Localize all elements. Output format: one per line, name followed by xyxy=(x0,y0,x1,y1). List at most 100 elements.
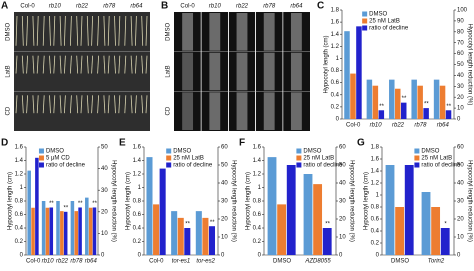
bar xyxy=(31,207,35,255)
legend-label: ratio of decline xyxy=(369,26,409,32)
seedling xyxy=(114,95,116,114)
y2-tick-label: 40 xyxy=(221,181,228,187)
y-tick-label: 1 xyxy=(258,185,262,191)
seedling xyxy=(141,55,144,74)
seedling xyxy=(145,15,148,46)
seedling xyxy=(145,55,148,74)
photo xyxy=(14,12,150,131)
legend-label: 25 nM LatB xyxy=(421,156,452,162)
bar xyxy=(159,168,166,255)
seedling xyxy=(103,55,106,74)
y-tick-label: 1.2 xyxy=(371,181,380,187)
panel-label: D xyxy=(1,138,8,149)
y2-tick-label: 50 xyxy=(339,163,346,169)
y-tick-label: 0.4 xyxy=(15,226,24,232)
bar xyxy=(35,157,39,255)
y2-tick-label: 50 xyxy=(101,145,108,151)
bar xyxy=(417,85,423,119)
column-label: rb78 xyxy=(263,4,276,10)
hypocotyl xyxy=(182,52,194,91)
bar xyxy=(439,85,446,119)
bar xyxy=(74,211,79,255)
bar xyxy=(303,174,313,255)
y2-axis-label: Hypocotyl length reduction (%) xyxy=(348,160,354,242)
seedling xyxy=(130,15,133,46)
x-tick-label: Col-0 xyxy=(26,259,41,265)
seedling xyxy=(135,15,137,46)
seedling xyxy=(124,15,127,46)
seedling xyxy=(42,15,45,46)
y-tick-label: 1.2 xyxy=(15,172,24,178)
y2-tick-label: 10 xyxy=(221,235,228,241)
bar xyxy=(60,211,64,255)
y-tick-label: 0.4 xyxy=(371,229,380,235)
hypocotyl xyxy=(182,92,194,130)
seedling xyxy=(97,95,99,114)
legend-swatch xyxy=(296,148,302,154)
y-tick-label: 0 xyxy=(376,253,380,259)
bar xyxy=(88,207,93,255)
panel-label: G xyxy=(357,138,365,149)
seedling xyxy=(36,15,39,46)
legend-label: DMSO xyxy=(303,149,321,155)
bar xyxy=(433,79,440,119)
seedling xyxy=(114,15,116,46)
panel-label: A xyxy=(1,1,8,12)
x-tick-label: DMSO xyxy=(391,259,409,265)
bar xyxy=(63,211,68,255)
y-tick-label: 1 xyxy=(138,185,142,191)
x-tick-label: tor-es1 xyxy=(172,259,191,265)
x-tick-label: rb10 xyxy=(370,123,383,129)
y-tick-label: 0.2 xyxy=(371,241,380,247)
bar xyxy=(41,201,46,255)
hypocotyl xyxy=(209,52,221,91)
legend-label: DMSO xyxy=(369,12,387,18)
legend-label: ratio of decline xyxy=(173,163,213,169)
seedling xyxy=(15,95,18,114)
bar xyxy=(378,110,385,119)
row-label: DMSO xyxy=(6,23,12,41)
seedling xyxy=(53,95,56,114)
y-axis-label: Hypocotyl length (cm) xyxy=(324,35,330,93)
y-axis-label: Hypocotyl length (cm) xyxy=(126,172,132,230)
seedling xyxy=(107,95,110,114)
seedling xyxy=(70,95,72,114)
seedling xyxy=(53,15,56,46)
bar xyxy=(85,197,89,255)
seedling xyxy=(124,55,127,74)
legend-label: ratio of decline xyxy=(421,163,461,169)
seedling xyxy=(80,15,83,46)
column-label: rb64 xyxy=(290,4,303,10)
legend-label: 5 μM CD xyxy=(46,156,70,162)
y-tick-label: 0.4 xyxy=(331,92,340,98)
hypocotyl xyxy=(263,52,275,91)
y-tick-label: 0.2 xyxy=(15,239,24,245)
seedling xyxy=(42,95,45,114)
bar xyxy=(27,170,31,255)
y2-tick-label: 10 xyxy=(457,106,464,112)
y2-tick-label: 60 xyxy=(457,145,464,151)
column-label: Col-0 xyxy=(20,4,35,10)
significance-mark: ** xyxy=(402,96,407,102)
bar xyxy=(49,207,54,255)
seedling xyxy=(49,15,51,46)
bar xyxy=(202,217,209,255)
y-tick-label: 1 xyxy=(20,185,24,191)
y2-tick-label: 60 xyxy=(457,51,464,57)
seedling xyxy=(76,55,79,74)
y2-tick-label: 40 xyxy=(101,166,108,172)
y2-tick-label: 80 xyxy=(457,29,464,35)
seedling xyxy=(64,15,66,46)
legend-label: ratio of decline xyxy=(303,163,343,169)
bar xyxy=(208,226,216,255)
y-tick-label: 0 xyxy=(20,253,24,259)
seedling xyxy=(135,55,137,74)
seedling xyxy=(107,55,110,74)
bar xyxy=(146,157,153,255)
seedling xyxy=(130,95,133,114)
legend-swatch xyxy=(362,18,368,24)
bar xyxy=(45,207,50,255)
seedling xyxy=(53,55,56,74)
column-label: rb64 xyxy=(130,4,143,10)
y2-tick-label: 10 xyxy=(101,231,108,237)
